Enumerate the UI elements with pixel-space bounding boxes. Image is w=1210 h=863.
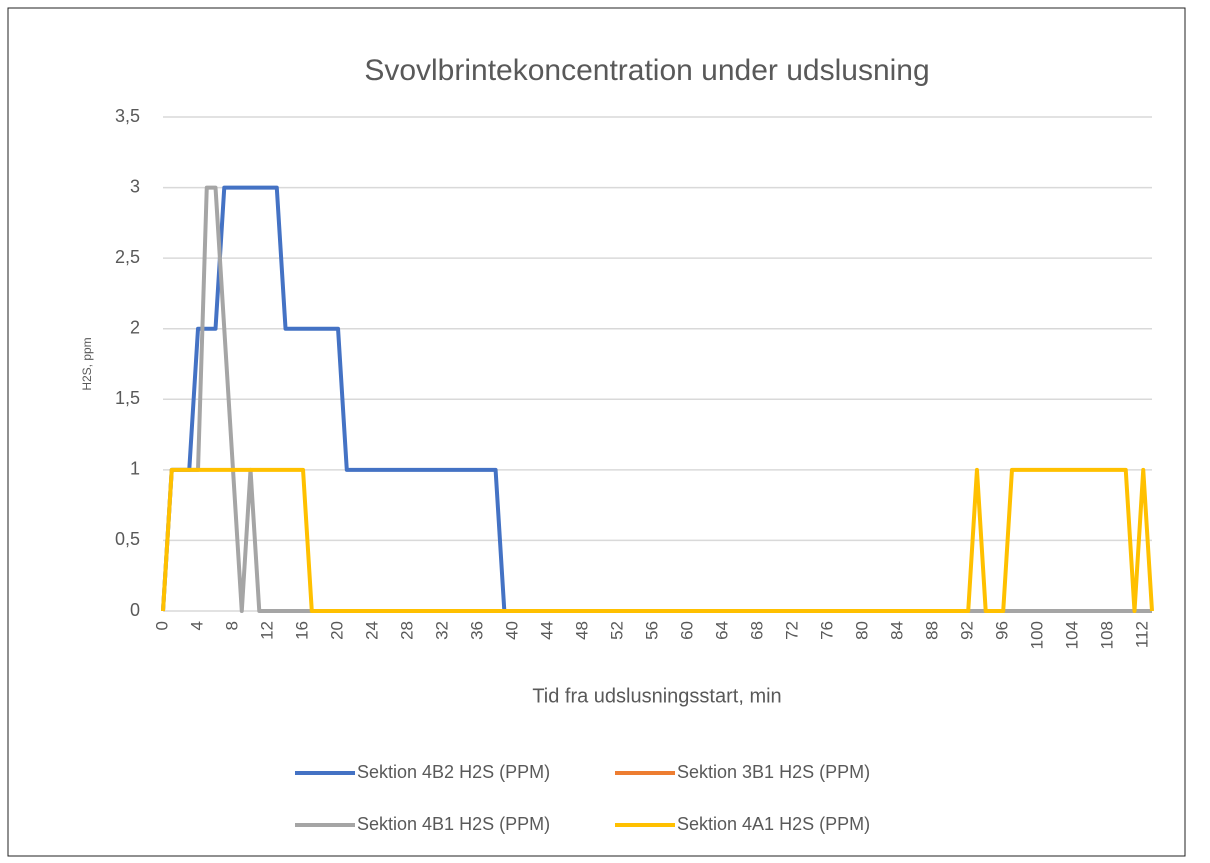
x-tick-label: 4 xyxy=(187,621,206,630)
series-line xyxy=(161,467,1154,613)
y-tick-label: 2 xyxy=(130,317,140,337)
x-tick-label: 76 xyxy=(818,621,837,640)
x-tick-label: 20 xyxy=(328,621,347,640)
x-tick-label: 112 xyxy=(1133,621,1152,648)
x-tick-label: 52 xyxy=(608,621,627,640)
chart-title: Svovlbrintekoncentration under udslusnin… xyxy=(364,54,929,87)
legend-label: Sektion 4A1 H2S (PPM) xyxy=(677,814,870,834)
x-axis-title: Tid fra udslusningsstart, min xyxy=(532,685,781,707)
x-tick-label: 96 xyxy=(993,621,1012,640)
x-tick-label: 60 xyxy=(678,621,697,640)
chart-frame xyxy=(7,7,1186,857)
legend-label: Sektion 4B1 H2S (PPM) xyxy=(357,814,550,834)
x-tick-label: 80 xyxy=(853,621,872,640)
legend-label: Sektion 3B1 H2S (PPM) xyxy=(677,762,870,782)
x-tick-label: 28 xyxy=(398,621,417,640)
x-tick-label: 92 xyxy=(958,621,977,640)
x-tick-label: 84 xyxy=(888,621,907,640)
x-tick-label: 16 xyxy=(293,621,312,640)
x-tick-label: 8 xyxy=(223,621,242,630)
x-tick-label: 56 xyxy=(643,621,662,640)
y-tick-label: 0 xyxy=(130,600,140,620)
x-tick-label: 88 xyxy=(923,621,942,640)
x-tick-label: 48 xyxy=(573,621,592,640)
x-tick-label: 24 xyxy=(363,621,382,640)
x-tick-label: 64 xyxy=(713,621,732,640)
x-tick-label: 108 xyxy=(1098,621,1117,649)
y-axis-title: H2S, ppm xyxy=(80,337,94,390)
x-tick-label: 104 xyxy=(1063,621,1082,649)
x-tick-label: 100 xyxy=(1028,621,1047,649)
x-tick-label: 68 xyxy=(748,621,767,640)
x-tick-label: 72 xyxy=(783,621,802,640)
x-tick-label: 44 xyxy=(538,621,557,640)
y-tick-label: 3,5 xyxy=(115,106,140,126)
legend-label: Sektion 4B2 H2S (PPM) xyxy=(357,762,550,782)
x-tick-label: 40 xyxy=(503,621,522,640)
x-tick-label: 36 xyxy=(468,621,487,640)
x-tick-label: 0 xyxy=(152,621,171,630)
y-tick-label: 1 xyxy=(130,459,140,479)
y-tick-label: 1,5 xyxy=(115,388,140,408)
x-tick-label: 32 xyxy=(433,621,452,640)
y-tick-label: 2,5 xyxy=(115,247,140,267)
y-tick-label: 0,5 xyxy=(115,529,140,549)
x-tick-label: 12 xyxy=(258,621,277,640)
y-tick-label: 3 xyxy=(130,176,140,196)
